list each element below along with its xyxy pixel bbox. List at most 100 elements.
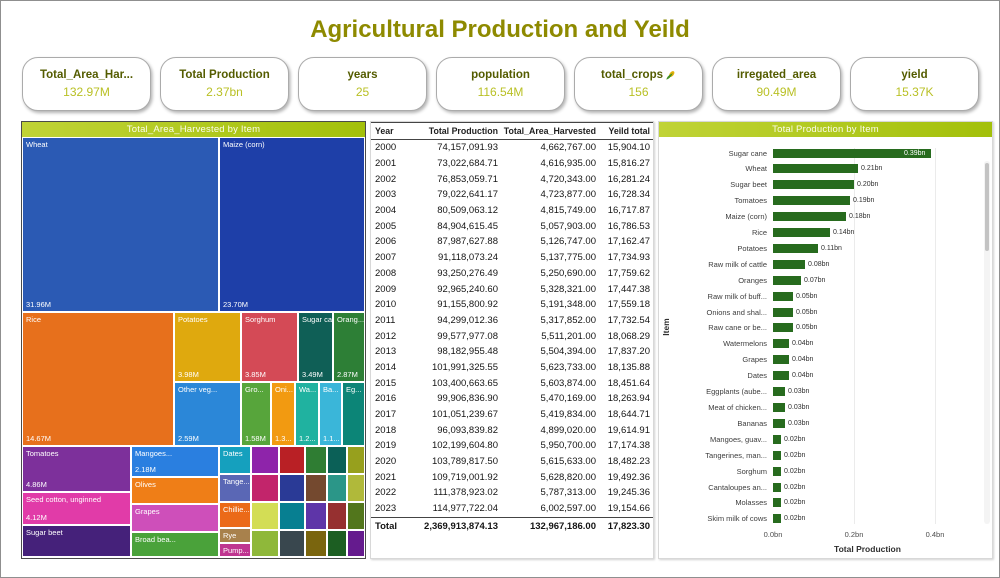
treemap-cell-small[interactable]: [251, 446, 279, 474]
treemap-cell-tange[interactable]: Tange...: [219, 474, 251, 502]
treemap-cell-gro[interactable]: Gro... 1.58M: [241, 382, 271, 446]
treemap-cell-small[interactable]: [251, 502, 279, 530]
column-header-year[interactable]: Year: [371, 122, 407, 140]
bar[interactable]: [773, 180, 854, 190]
treemap-cell-small[interactable]: [304, 502, 328, 530]
table-row[interactable]: 2021 109,719,001.92 5,628,820.00 19,492.36: [371, 469, 653, 485]
table-row[interactable]: 2007 91,118,073.24 5,137,775.00 17,734.93: [371, 250, 653, 266]
bar[interactable]: [773, 482, 781, 492]
table-row[interactable]: 2014 101,991,325.55 5,623,733.00 18,135.88: [371, 360, 653, 376]
bar[interactable]: [773, 403, 785, 412]
bar-row-raw-milk-of-buff[interactable]: Raw milk of buff... 0.05bn: [667, 291, 962, 301]
treemap-cell-small[interactable]: [347, 446, 365, 474]
table-row[interactable]: 2022 111,378,923.02 5,787,313.00 19,245.36: [371, 485, 653, 501]
column-header-yeild-total[interactable]: Yeild total: [599, 122, 653, 140]
bar-row-raw-cane-or-be[interactable]: Raw cane or be... 0.05bn: [667, 323, 962, 333]
bar[interactable]: [773, 418, 785, 428]
treemap-cell-rice[interactable]: Rice 14.67M: [22, 312, 174, 446]
scrollbar-thumb[interactable]: [985, 163, 989, 251]
treemap-cell-olives[interactable]: Olives: [131, 477, 219, 504]
treemap-cell-dates[interactable]: Dates: [219, 446, 251, 474]
bar-row-bananas[interactable]: Bananas 0.03bn: [667, 418, 962, 428]
bar[interactable]: [773, 323, 793, 333]
bar[interactable]: [773, 212, 846, 222]
bar[interactable]: [773, 259, 805, 269]
kpi-card-total-crops[interactable]: total_crops 156: [574, 57, 703, 111]
scrollbar[interactable]: [984, 161, 990, 524]
treemap-cell-small[interactable]: [327, 502, 348, 530]
table-row[interactable]: 2009 92,965,240.60 5,328,321.00 17,447.38: [371, 281, 653, 297]
kpi-card-total-production[interactable]: Total Production 2.37bn: [160, 57, 289, 111]
bar[interactable]: [773, 514, 781, 524]
table-row[interactable]: 2000 74,157,091.93 4,662,767.00 15,904.10: [371, 140, 653, 156]
table-row[interactable]: 2010 91,155,800.92 5,191,348.00 17,559.18: [371, 297, 653, 313]
treemap-cell-small[interactable]: [278, 474, 305, 502]
bar-row-wheat[interactable]: Wheat 0.21bn: [667, 164, 962, 174]
treemap-cell-small[interactable]: [278, 446, 305, 474]
table-row[interactable]: 2017 101,051,239.67 5,419,834.00 18,644.71: [371, 407, 653, 423]
bar-row-oranges[interactable]: Oranges 0.07bn: [667, 275, 962, 285]
treemap-cell-small[interactable]: [347, 530, 365, 557]
bar-row-molasses[interactable]: Molasses 0.02bn: [667, 498, 962, 508]
bar[interactable]: [773, 307, 793, 317]
bar[interactable]: [773, 371, 789, 381]
table-row[interactable]: 2019 102,199,604.80 5,950,700.00 17,174.38: [371, 438, 653, 454]
treemap-cell-wheat[interactable]: Wheat 31.96M: [22, 137, 219, 312]
table-row[interactable]: 2004 80,509,063.12 4,815,749.00 16,717.87: [371, 203, 653, 219]
treemap-cell-small[interactable]: [278, 502, 305, 530]
kpi-card-irregated-area[interactable]: irregated_area 90.49M: [712, 57, 841, 111]
table-row[interactable]: 2012 99,577,977.08 5,511,201.00 18,068.29: [371, 328, 653, 344]
bar-row-grapes[interactable]: Grapes 0.04bn: [667, 355, 962, 365]
table-total-row[interactable]: Total 2,369,913,874.13 132,967,186.00 17,82…: [371, 516, 653, 536]
bar[interactable]: [773, 498, 781, 508]
treemap-cell-small[interactable]: [304, 446, 328, 474]
treemap-cell-rye[interactable]: Rye: [219, 528, 251, 543]
treemap-cell-ba[interactable]: Ba... 1.1...: [319, 382, 342, 446]
treemap-cell-potatoes[interactable]: Potatoes 3.98M: [174, 312, 241, 382]
column-header-total-area-harvested[interactable]: Total_Area_Harvested: [501, 122, 599, 140]
bar[interactable]: [773, 466, 781, 476]
kpi-card-yield[interactable]: yield 15.37K: [850, 57, 979, 111]
treemap-cell-small[interactable]: [278, 530, 305, 557]
treemap-cell-seed-cotton-unginned[interactable]: Seed cotton, unginned 4.12M: [22, 492, 131, 525]
bar[interactable]: [773, 164, 858, 174]
treemap-cell-sorghum[interactable]: Sorghum 3.85M: [241, 312, 298, 382]
treemap-cell-grapes[interactable]: Grapes: [131, 504, 219, 532]
treemap-cell-sugar-beet[interactable]: Sugar beet: [22, 525, 131, 557]
treemap-cell-small[interactable]: [347, 474, 365, 502]
table-row[interactable]: 2008 93,250,276.49 5,250,690.00 17,759.62: [371, 266, 653, 282]
table-row[interactable]: 2013 98,182,955.48 5,504,394.00 17,837.20: [371, 344, 653, 360]
column-header-total-production[interactable]: Total Production: [407, 122, 501, 140]
table-row[interactable]: 2002 76,853,059.71 4,720,343.00 16,281.24: [371, 171, 653, 187]
table-row[interactable]: 2015 103,400,663.65 5,603,874.00 18,451.64: [371, 375, 653, 391]
kpi-card-years[interactable]: years 25: [298, 57, 427, 111]
bar-row-dates[interactable]: Dates 0.04bn: [667, 371, 962, 381]
bar-row-skim-milk-of-cows[interactable]: Skim milk of cows 0.02bn: [667, 514, 962, 524]
treemap-cell-oni[interactable]: Oni... 1.3...: [271, 382, 295, 446]
table-row[interactable]: 2023 114,977,722.04 6,002,597.00 19,154.66: [371, 501, 653, 517]
bar[interactable]: [773, 148, 931, 158]
bar-row-watermelons[interactable]: Watermelons 0.04bn: [667, 339, 962, 349]
bar-row-tomatoes[interactable]: Tomatoes 0.19bn: [667, 196, 962, 206]
treemap-cell-small[interactable]: [304, 530, 328, 557]
treemap-cell-other-veg[interactable]: Other veg... 2.59M: [174, 382, 241, 446]
bar[interactable]: [773, 275, 801, 285]
bar-row-raw-milk-of-cattle[interactable]: Raw milk of cattle 0.08bn: [667, 259, 962, 269]
treemap-cell-small[interactable]: [304, 474, 328, 502]
treemap-cell-small[interactable]: [327, 474, 348, 502]
bar-row-onions-and-shal[interactable]: Onions and shal... 0.05bn: [667, 307, 962, 317]
bar-row-sorghum[interactable]: Sorghum 0.02bn: [667, 466, 962, 476]
bar-row-rice[interactable]: Rice 0.14bn: [667, 228, 962, 238]
treemap-cell-eg[interactable]: Eg...: [342, 382, 365, 446]
bar[interactable]: [773, 387, 785, 397]
bar-row-meat-of-chicken[interactable]: Meat of chicken... 0.03bn: [667, 403, 962, 413]
treemap-cell-broad-bea[interactable]: Broad bea...: [131, 532, 219, 557]
bar-row-cantaloupes-an[interactable]: Cantaloupes an... 0.02bn: [667, 482, 962, 492]
bar-row-potatoes[interactable]: Potatoes 0.11bn: [667, 243, 962, 253]
treemap-cell-mangoes[interactable]: Mangoes... 2.18M: [131, 446, 219, 477]
treemap-cell-sugar-ca[interactable]: Sugar ca... 3.49M: [298, 312, 333, 382]
bar-row-tangerines-man[interactable]: Tangerines, man... 0.02bn: [667, 450, 962, 460]
table-row[interactable]: 2018 96,093,839.82 4,899,020.00 19,614.91: [371, 422, 653, 438]
treemap-cell-orang[interactable]: Orang... 2.87M: [333, 312, 365, 382]
table-row[interactable]: 2011 94,299,012.36 5,317,852.00 17,732.54: [371, 313, 653, 329]
